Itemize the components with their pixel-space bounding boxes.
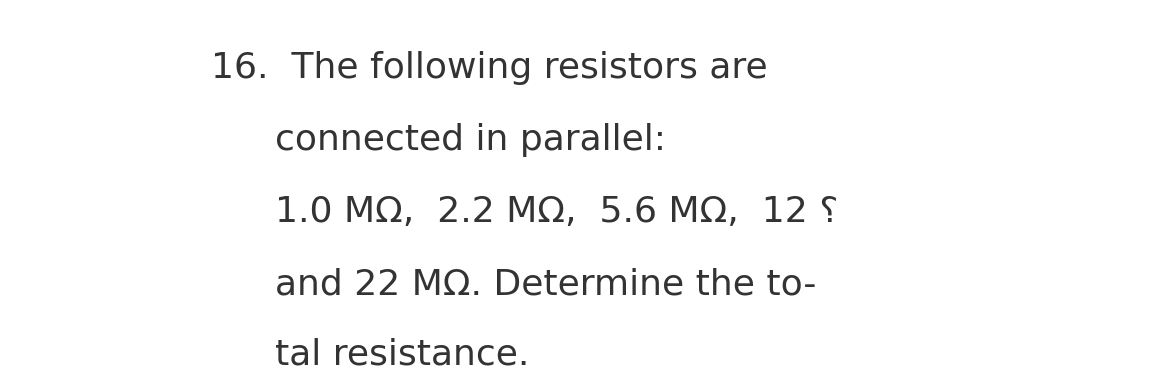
Text: tal resistance.: tal resistance. xyxy=(275,338,529,372)
Text: and 22 MΩ. Determine the to-: and 22 MΩ. Determine the to- xyxy=(275,268,817,301)
Text: connected in parallel:: connected in parallel: xyxy=(275,123,666,157)
Text: 16.  The following resistors are: 16. The following resistors are xyxy=(211,51,768,85)
Text: 1.0 MΩ,  2.2 MΩ,  5.6 MΩ,  12 ⸮: 1.0 MΩ, 2.2 MΩ, 5.6 MΩ, 12 ⸮ xyxy=(275,195,839,229)
